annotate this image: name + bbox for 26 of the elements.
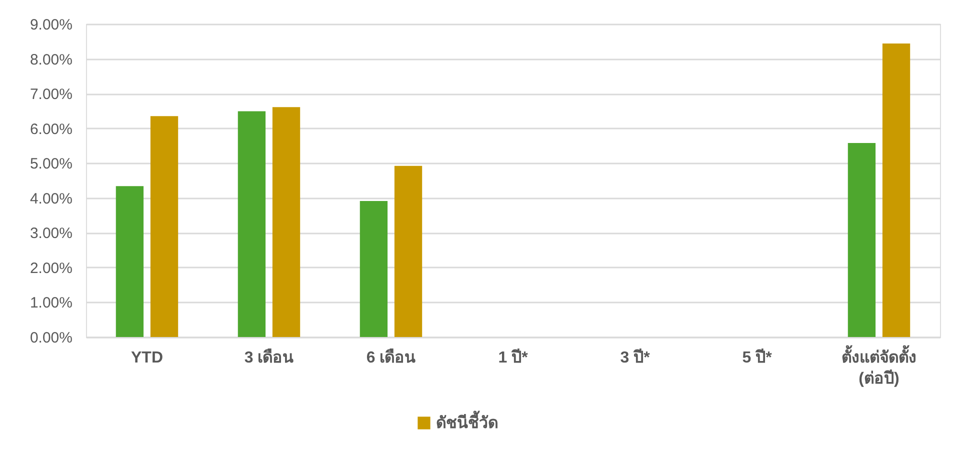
x-tick-label: 1 ปี* [498,348,529,366]
y-tick-label: 9.00% [30,16,72,34]
x-tick-label: 3 เดือน [244,348,294,366]
x-tick-label: YTD [131,350,163,366]
y-tick-label: 6.00% [30,120,72,138]
bar [116,186,144,337]
x-tick-label: 3 ปี* [620,348,651,366]
bar [848,142,876,337]
x-tick-label: ตั้งแต่จัดตั้ง (ต่อปี) [842,344,916,388]
y-tick-label: 1.00% [30,294,72,312]
bar [360,201,388,337]
y-tick-label: 4.00% [30,190,72,208]
y-tick-label: 7.00% [30,86,72,104]
x-tick-label: 6 เดือน [366,348,416,366]
legend-label: ดัชนีชี้วัด [436,410,498,432]
y-tick-label: 3.00% [30,225,72,242]
bar [238,111,266,337]
x-tick-label: 5 ปี* [742,348,773,366]
bar [882,43,910,337]
y-tick-label: 0.00% [30,330,72,346]
bar [272,107,300,337]
bar [394,166,422,337]
y-tick-label: 8.00% [30,51,72,68]
y-tick-label: 5.00% [30,156,72,173]
y-tick-label: 2.00% [30,260,72,277]
bar [150,116,178,337]
